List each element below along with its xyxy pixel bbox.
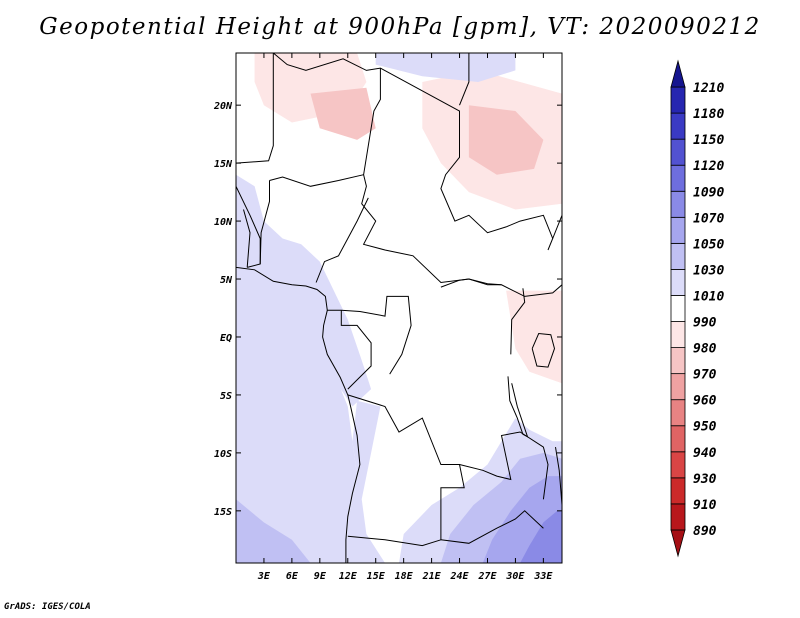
colorbar-label: 1180 [693, 107, 724, 122]
colorbar-label: 990 [693, 316, 717, 331]
lat-label: 10S [214, 449, 232, 460]
border-uganda [510, 288, 526, 355]
colorbar-swatch [670, 373, 686, 401]
lon-label: 9E [314, 571, 327, 582]
border-cameroon-south [327, 295, 412, 375]
lon-label: 24E [450, 571, 470, 582]
colorbar-label: 1210 [693, 81, 724, 96]
colorbar-label: 970 [693, 368, 717, 383]
colorbar-label: 910 [693, 498, 717, 513]
colorbar-swatch [670, 242, 686, 270]
colorbar-swatch [670, 164, 686, 192]
lat-label: 5N [220, 275, 233, 286]
colorbar-swatch [670, 425, 686, 453]
colorbar-swatch [670, 86, 686, 114]
contour-north-rise-3 [310, 87, 376, 140]
contour-lakes-pink [506, 290, 562, 384]
border-kenya-sudan [552, 215, 562, 239]
contour-north-rise-inner [468, 105, 544, 175]
lon-label: 3E [257, 571, 271, 582]
contour-congo-coast-band [347, 400, 385, 563]
coastline-west [236, 266, 361, 563]
colorbar-swatch [670, 112, 686, 140]
lat-label: 15N [214, 159, 233, 170]
lon-label: 15E [367, 571, 386, 582]
border-gabon [340, 310, 372, 390]
colorbar-label: 1150 [693, 133, 724, 148]
colorbar-swatch [670, 347, 686, 375]
lon-label: 21E [422, 571, 442, 582]
border-nigeria-cameroon [315, 197, 369, 283]
colorbar-swatch [670, 529, 686, 558]
contour-ne-top-blue [375, 53, 516, 82]
contour-ocean-atlantic [236, 267, 358, 563]
map-title: Geopotential Height at 900hPa [gpm], VT:… [39, 14, 761, 40]
lon-label: 6E [286, 571, 299, 582]
colorbar-label: 890 [693, 524, 717, 539]
border-drc-east [440, 278, 502, 288]
coast-gulf-north [236, 186, 261, 268]
colorbar-label: 930 [693, 472, 717, 487]
colorbar-label: 980 [693, 342, 717, 357]
colorbar-label: 1050 [693, 237, 724, 252]
colorbar-swatch [670, 295, 686, 322]
colorbar-swatch [670, 477, 686, 505]
colorbar-swatch [670, 503, 686, 531]
lat-label: 20N [213, 101, 233, 112]
lon-label: 18E [395, 571, 414, 582]
colorbar-label: 1030 [693, 263, 724, 278]
colorbar-label: 1120 [693, 159, 724, 174]
border-sahel [272, 53, 554, 251]
colorbar-swatch [670, 59, 686, 88]
colorbar-label: 950 [693, 420, 717, 435]
border-drc-zambia [459, 431, 549, 500]
coastlines-borders [236, 53, 562, 563]
border-chad-niger [361, 68, 562, 297]
colorbar-swatch [670, 216, 686, 244]
border-zambia-south [440, 510, 544, 544]
colorbar-swatch [670, 138, 686, 166]
border-mali-niger [236, 53, 274, 164]
lat-label: 5S [220, 391, 232, 402]
lake-victoria [531, 332, 556, 368]
lon-label: 33E [533, 571, 553, 582]
lat-label: 10N [214, 217, 233, 228]
colorbar-swatch [670, 399, 686, 427]
colorbar-label: 1010 [693, 289, 724, 304]
border-drc-angola [347, 394, 465, 547]
colorbar-swatch [670, 190, 686, 218]
height-field [236, 53, 562, 563]
contour-gulf-low-lat [236, 174, 372, 407]
colorbar-label: 940 [693, 446, 717, 461]
lon-label: 27E [477, 571, 497, 582]
border-libya-sudan [459, 53, 470, 106]
border-niger-nigeria [269, 174, 364, 187]
colorbar-swatch [670, 451, 686, 479]
border-ghana-togo [243, 209, 251, 268]
lat-label: EQ [220, 333, 232, 344]
colorbar-label: 1090 [693, 185, 724, 200]
lon-label: 12E [339, 571, 358, 582]
colorbar-label: 960 [693, 394, 717, 409]
lon-label: 30E [505, 571, 525, 582]
lat-label: 15S [214, 507, 232, 518]
colorbar-label: 1070 [693, 211, 724, 226]
contour-sw-corner-light [236, 499, 311, 563]
colorbar-swatch [670, 321, 686, 348]
colorbar-swatch [670, 269, 686, 296]
axis-labels: 20N 15N 10N 5N EQ 5S 10S 15S 3E 6E 9E 12E 15E 18E 21E 2… [213, 53, 562, 582]
border-benin [259, 180, 270, 265]
map-frame [235, 52, 563, 564]
contour-south-band-max [520, 510, 562, 563]
credit-label: GrADS: IGES/COLA [4, 602, 91, 612]
colorbar: 890 910 930 940 950 960 970 980 990 1010 1030 1050 1… [670, 59, 724, 558]
